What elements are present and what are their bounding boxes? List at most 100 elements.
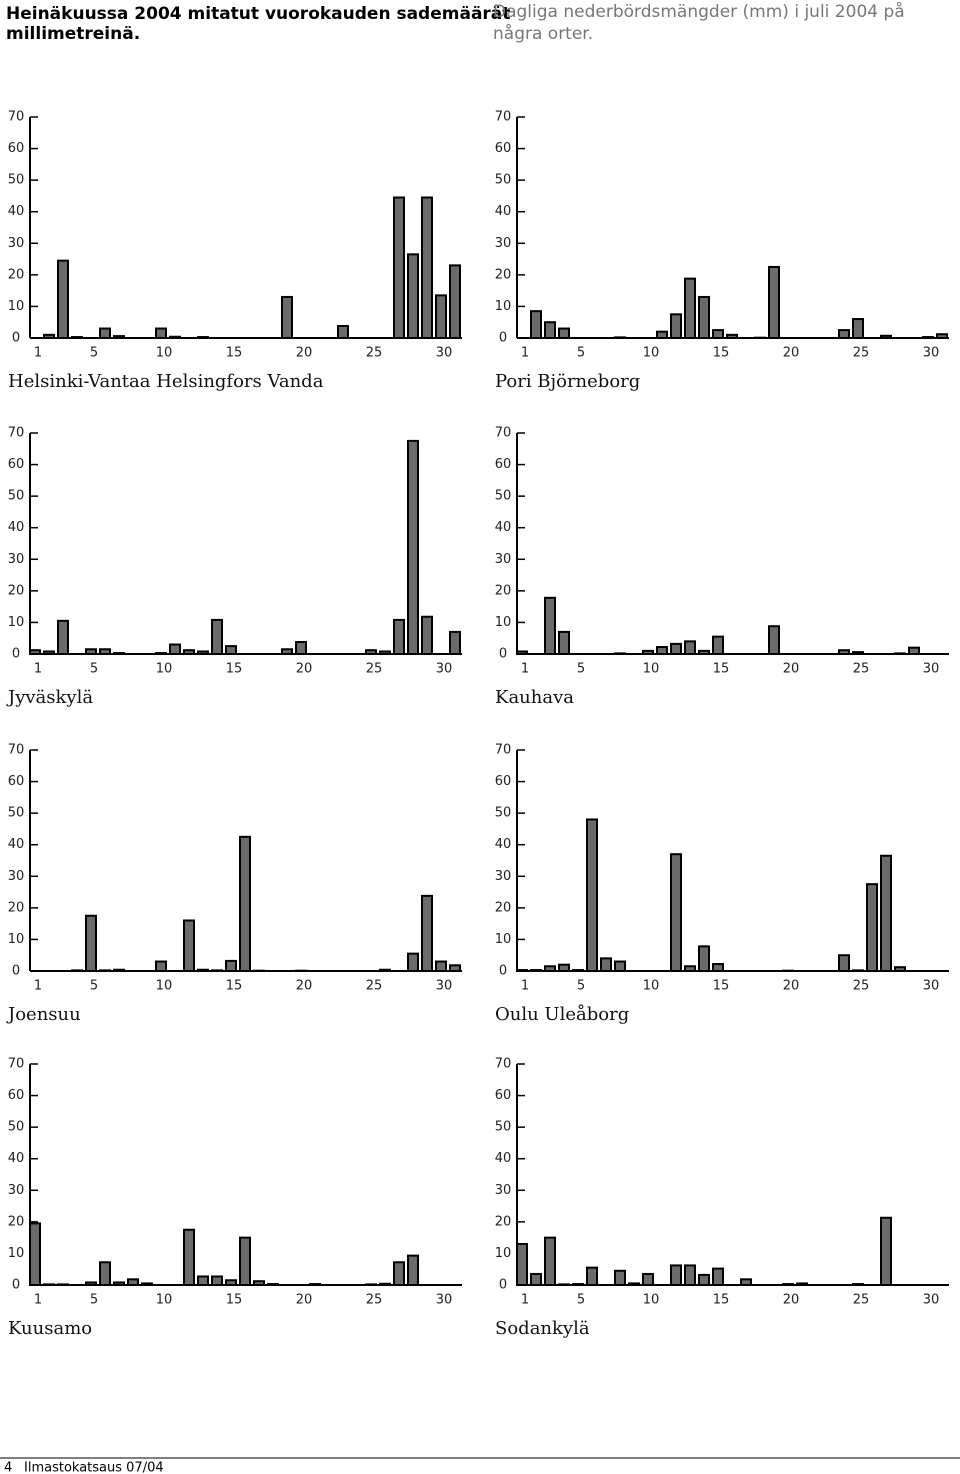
bar [99,1261,111,1286]
bar [407,439,419,655]
bar [393,196,405,339]
bar [183,1228,195,1286]
bar [558,327,570,339]
bar [544,1236,556,1286]
y-tick-label: 20 [8,267,25,282]
bar [421,615,433,656]
y-tick-label: 40 [8,204,25,219]
x-tick-label: 25 [853,979,870,994]
y-tick-label: 30 [8,869,25,884]
y-tick-label: 10 [8,932,25,947]
chart-title: Oulu Uleåborg [495,1003,629,1025]
x-tick-label: 1 [521,979,529,994]
chart-title: Kuusamo [8,1318,92,1339]
bar [239,1236,251,1286]
bar [768,625,780,656]
y-tick-label: 50 [495,173,512,188]
x-tick-label: 25 [853,1293,870,1308]
y-tick-label: 40 [495,837,512,852]
y-tick-label: 50 [495,489,512,504]
bar [656,646,668,655]
y-tick-label: 70 [495,426,512,441]
bar [393,1261,405,1286]
bar [600,957,612,972]
y-tick-label: 0 [12,1278,20,1293]
chart-title: Sodankylä [495,1318,590,1339]
bar [57,259,69,339]
bar [712,635,724,656]
chart-title: Kauhava [495,687,574,708]
x-tick-label: 5 [577,1293,585,1308]
y-tick-label: 20 [8,1214,25,1229]
x-tick-label: 1 [521,346,529,361]
y-tick-label: 30 [8,552,25,567]
bar [838,954,850,973]
x-tick-label: 5 [90,662,98,677]
x-tick-label: 20 [783,662,800,677]
x-tick-label: 5 [577,979,585,994]
y-tick-label: 60 [8,774,25,789]
footer-page: 4 [4,1461,12,1474]
y-tick-label: 50 [8,489,25,504]
y-tick-label: 20 [495,267,512,282]
bar [530,1272,542,1286]
bar [57,619,69,655]
bar [670,853,682,973]
title-sv-line1: Dagliga nederbördsmängder (mm) i juli 20… [493,1,905,22]
x-tick-label: 1 [34,662,42,677]
x-tick-label: 1 [34,979,42,994]
y-tick-label: 10 [495,1246,512,1261]
x-tick-label: 25 [366,346,383,361]
bar [838,329,850,340]
y-tick-label: 20 [8,900,25,915]
x-tick-label: 30 [436,979,453,994]
bar [880,1216,892,1286]
bar [197,1275,209,1286]
bar [670,642,682,656]
chart-title: Jyväskylä [6,687,93,708]
x-tick-label: 10 [643,1293,660,1308]
bar [684,1264,696,1286]
y-tick-label: 10 [8,615,25,630]
y-tick-label: 60 [8,1088,25,1103]
y-tick-label: 70 [8,426,25,441]
bar [225,959,237,973]
x-tick-label: 15 [713,346,730,361]
bar [880,854,892,972]
y-tick-label: 0 [12,964,20,979]
y-tick-label: 0 [499,1278,507,1293]
x-tick-label: 30 [923,346,940,361]
y-tick-label: 10 [495,615,512,630]
bar [866,883,878,973]
bar [712,963,724,972]
y-tick-label: 0 [499,964,507,979]
bar [530,310,542,339]
bar [183,919,195,973]
x-tick-label: 20 [783,1293,800,1308]
y-tick-label: 0 [12,647,20,662]
bar [698,945,710,972]
x-tick-label: 5 [577,662,585,677]
chart-title: Pori Björneborg [495,371,640,392]
y-tick-label: 30 [495,552,512,567]
x-tick-label: 25 [366,979,383,994]
y-tick-label: 40 [8,520,25,535]
bar [684,640,696,655]
x-tick-label: 30 [436,662,453,677]
bar [768,265,780,340]
x-tick-label: 15 [226,1293,243,1308]
y-tick-label: 0 [12,331,20,346]
bar [558,630,570,656]
bar [586,818,598,973]
bar [449,630,461,656]
y-tick-label: 10 [8,1246,25,1261]
y-tick-label: 30 [8,1183,25,1198]
bar [712,1267,724,1287]
x-tick-label: 20 [783,979,800,994]
x-tick-label: 10 [643,662,660,677]
y-tick-label: 20 [495,583,512,598]
y-tick-label: 30 [495,869,512,884]
y-tick-label: 70 [495,743,512,758]
